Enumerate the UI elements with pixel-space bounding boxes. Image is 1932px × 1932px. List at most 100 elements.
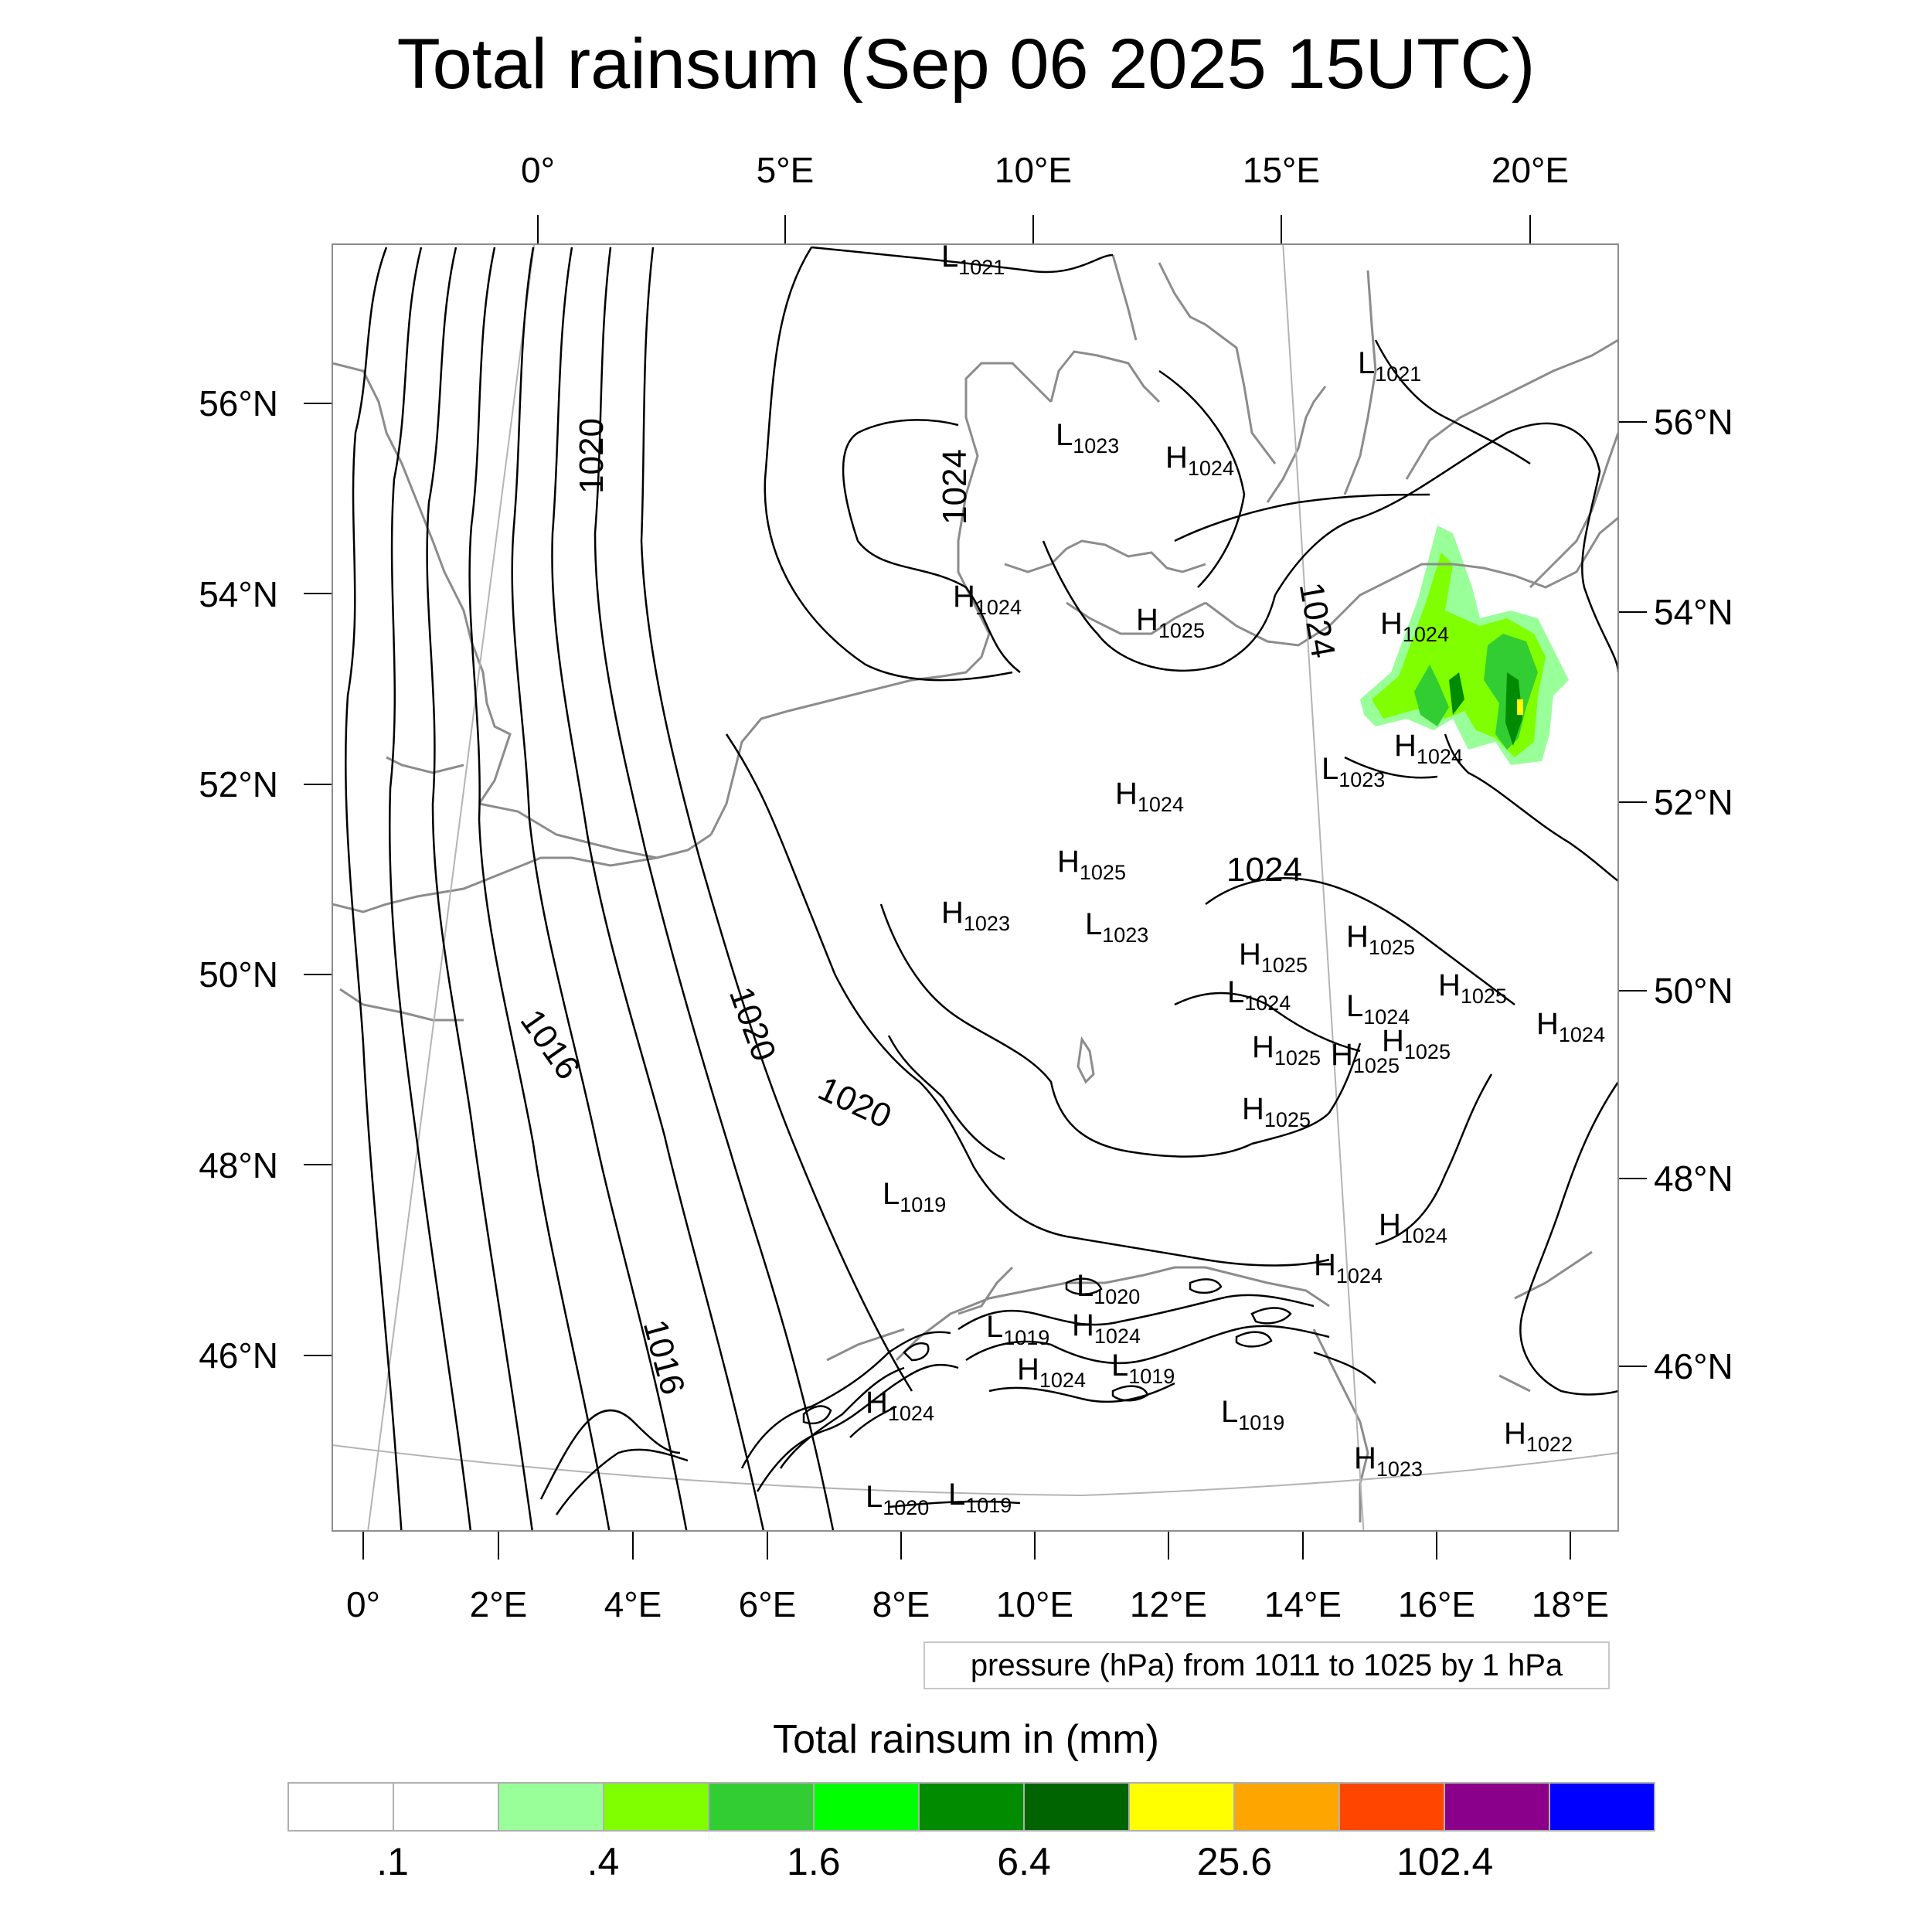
bottom-lon-label-16e: 16°E <box>1398 1584 1475 1624</box>
coastlines-and-borders <box>332 254 1618 1522</box>
colorbar-swatch-5 <box>815 1784 920 1830</box>
pressure-center: L1020 <box>866 1480 929 1519</box>
top-lon-label-10e: 10°E <box>995 150 1072 190</box>
isobar-label-1016-west: 1016 <box>513 1003 587 1087</box>
pressure-center: H1025 <box>1331 1038 1400 1077</box>
colorbar-swatch-7 <box>1025 1784 1130 1830</box>
colorbar-label: 1.6 <box>787 1840 841 1883</box>
pressure-center: L1023 <box>1321 752 1385 791</box>
pressure-center: H1024 <box>1017 1352 1086 1392</box>
pressure-centers: L1021 L1021 L1023 H1024 H1024 H1025 H102… <box>866 240 1605 1519</box>
alpine-contours <box>539 1277 1330 1515</box>
rain-field <box>1360 526 1569 765</box>
pressure-center: L1019 <box>948 1478 1012 1517</box>
pressure-center: H1024 <box>1072 1308 1141 1348</box>
colorbar-label: 25.6 <box>1196 1840 1273 1883</box>
colorbar-swatch-6 <box>920 1784 1025 1830</box>
colorbar-label: 6.4 <box>997 1840 1051 1883</box>
pressure-center: L1019 <box>1221 1395 1284 1434</box>
right-lat-label-48n: 48°N <box>1654 1158 1733 1199</box>
bottom-lon-label-14e: 14°E <box>1264 1584 1342 1624</box>
pressure-center: L1019 <box>986 1310 1049 1349</box>
rain-area-core <box>1449 672 1522 746</box>
right-latitude-axis <box>1618 421 1647 1367</box>
plot-frame <box>332 243 1619 1532</box>
pressure-center: H1025 <box>1438 968 1507 1008</box>
pressure-center: L1021 <box>1358 346 1421 386</box>
top-lon-label-20e: 20°E <box>1492 150 1569 190</box>
bottom-lon-label-4e: 4°E <box>604 1584 662 1624</box>
pressure-center: H1023 <box>1354 1441 1423 1481</box>
pressure-center: H1024 <box>1536 1007 1605 1046</box>
isobar-label-1024-central: 1024 <box>1226 851 1302 889</box>
colorbar-swatch-9 <box>1235 1784 1340 1830</box>
colorbar-swatch-11 <box>1445 1784 1550 1830</box>
isobar-labels: 1020 1024 1024 1024 1016 1020 1020 1016 <box>513 418 1342 1399</box>
pressure-center: L1019 <box>883 1177 946 1216</box>
colorbar-label: .1 <box>376 1840 409 1883</box>
isobar-label-1016-south: 1016 <box>636 1316 692 1399</box>
isobar-label-1024-denmark: 1024 <box>936 449 974 525</box>
left-lat-label-52n: 52°N <box>199 764 278 804</box>
pressure-center: H1024 <box>1314 1248 1383 1287</box>
pressure-center: L1023 <box>1056 418 1119 457</box>
isobar-label-1020-south: 1020 <box>812 1070 896 1136</box>
isobars <box>345 246 1618 1531</box>
bottom-longitude-axis <box>362 1531 1571 1560</box>
top-lon-label-5e: 5°E <box>757 150 815 190</box>
pressure-center: H1022 <box>1504 1417 1573 1456</box>
pressure-center: H1025 <box>1242 1092 1311 1131</box>
isobar-label-1020-west: 1020 <box>722 982 784 1066</box>
pressure-center: H1024 <box>953 580 1022 619</box>
colorbar-swatch-2 <box>499 1784 604 1830</box>
contour-legend: pressure (hPa) from 1011 to 1025 by 1 hP… <box>923 1641 1610 1689</box>
left-lat-label-48n: 48°N <box>199 1145 278 1185</box>
colorbar-swatch-0 <box>289 1784 394 1830</box>
bottom-lon-label-12e: 12°E <box>1130 1584 1207 1624</box>
graticule <box>332 244 1618 1531</box>
colorbar-swatch-4 <box>709 1784 815 1830</box>
pressure-center: L1019 <box>1111 1349 1175 1388</box>
colorbar-label: 102.4 <box>1396 1840 1494 1883</box>
isobar-label-1020-north: 1020 <box>573 418 611 494</box>
right-lat-label-54n: 54°N <box>1654 592 1733 632</box>
pressure-center: H1025 <box>1057 845 1126 884</box>
colorbar-swatch-3 <box>604 1784 709 1830</box>
colorbar <box>287 1782 1655 1832</box>
bottom-lon-label-8e: 8°E <box>872 1584 930 1624</box>
pressure-center: H1024 <box>1394 729 1463 768</box>
pressure-center: H1025 <box>1239 937 1308 977</box>
isobar-label-1024-baltic: 1024 <box>1292 580 1342 661</box>
top-longitude-axis <box>537 215 1531 244</box>
top-lon-label-15e: 15°E <box>1243 150 1320 190</box>
colorbar-label: .4 <box>587 1840 620 1883</box>
pressure-center: H1023 <box>941 896 1010 935</box>
bottom-lon-label-10e: 10°E <box>996 1584 1073 1624</box>
left-lat-label-54n: 54°N <box>199 574 278 614</box>
rain-area-peak <box>1517 699 1523 715</box>
colorbar-swatch-8 <box>1130 1784 1235 1830</box>
left-lat-label-56n: 56°N <box>199 383 278 423</box>
pressure-center: L1024 <box>1227 975 1291 1015</box>
left-lat-label-46n: 46°N <box>199 1335 278 1376</box>
left-lat-label-50n: 50°N <box>199 954 278 995</box>
pressure-center: H1024 <box>866 1386 934 1425</box>
pressure-center: H1024 <box>1380 607 1449 646</box>
bottom-lon-label-0: 0° <box>346 1584 380 1624</box>
pressure-center: H1024 <box>1165 440 1234 480</box>
pressure-center: L1024 <box>1346 989 1410 1029</box>
colorbar-labels: .1 .4 1.6 6.4 25.6 102.4 <box>287 1839 1655 1893</box>
colorbar-title: Total rainsum in (mm) <box>773 1717 1159 1762</box>
colorbar-swatch-1 <box>394 1784 499 1830</box>
bottom-lon-label-6e: 6°E <box>739 1584 797 1624</box>
pressure-center: H1024 <box>1115 777 1184 816</box>
pressure-center: L1021 <box>941 240 1005 279</box>
right-lat-label-46n: 46°N <box>1654 1346 1733 1386</box>
pressure-center: H1025 <box>1252 1030 1321 1070</box>
right-lat-label-56n: 56°N <box>1654 402 1733 442</box>
pressure-center: H1024 <box>1379 1208 1447 1247</box>
colorbar-swatch-12 <box>1550 1784 1654 1830</box>
left-latitude-axis <box>304 403 332 1356</box>
pressure-center: H1025 <box>1382 1024 1451 1063</box>
